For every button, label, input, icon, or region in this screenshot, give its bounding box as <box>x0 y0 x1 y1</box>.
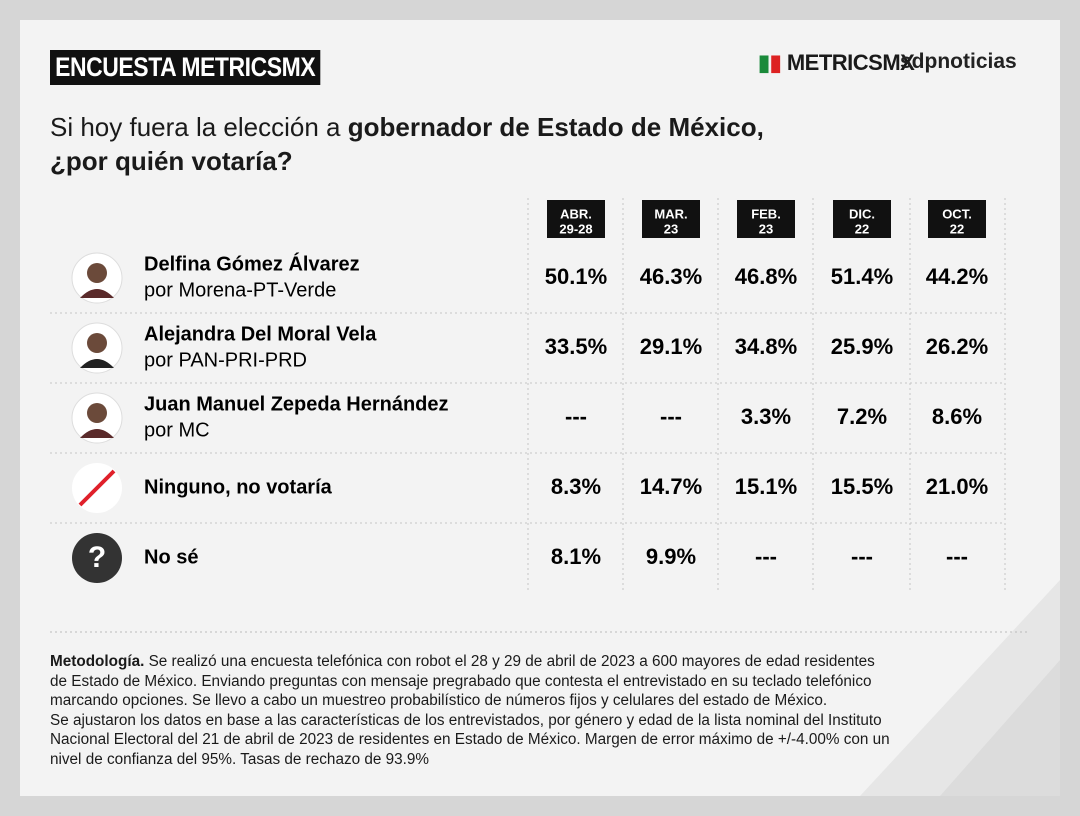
avatar-body <box>80 359 114 368</box>
avatar-head <box>87 333 107 353</box>
cell-value: 50.1% <box>545 264 607 289</box>
methodology-line: Metodología. Se realizó una encuesta tel… <box>50 652 890 672</box>
icon-slash <box>78 469 116 507</box>
cell-value: 3.3% <box>741 404 791 429</box>
candidate-party: por PAN-PRI-PRD <box>144 349 307 371</box>
methodology-text: marcando opciones. Se llevo a cabo un mu… <box>50 692 828 709</box>
column-header: 29-28 <box>559 221 592 236</box>
question: Si hoy fuera la elección a gobernador de… <box>50 110 764 178</box>
column-header: MAR. <box>654 206 687 221</box>
candidate-name: Alejandra Del Moral Vela <box>144 323 377 345</box>
avatar-head <box>87 263 107 283</box>
column-header: 23 <box>664 221 678 236</box>
cell-value: 34.8% <box>735 334 797 359</box>
methodology-text: nivel de confianza del 95%. Tasas de rec… <box>50 750 429 768</box>
candidate-name: Juan Manuel Zepeda Hernández <box>144 393 449 415</box>
methodology-line: marcando opciones. Se llevo a cabo un mu… <box>50 691 890 711</box>
cell-value: 29.1% <box>640 334 702 359</box>
column-header-box <box>928 200 986 238</box>
column-header: DIC. <box>849 206 875 221</box>
cell-value: 33.5% <box>545 334 607 359</box>
cell-value: 44.2% <box>926 264 988 289</box>
card: ENCUESTA METRICSMX ▮▮ METRICSMX sdpnotic… <box>20 20 1060 796</box>
methodology-line: de Estado de México. Enviando preguntas … <box>50 672 890 692</box>
cell-value: --- <box>755 544 777 569</box>
methodology-label: Metodología. <box>50 653 145 670</box>
methodology-text: de Estado de México. Enviando preguntas … <box>50 672 872 690</box>
methodology-line: nivel de confianza del 95%. Tasas de rec… <box>50 750 890 770</box>
icon-bg <box>72 533 122 583</box>
cell-value: --- <box>851 544 873 569</box>
question-bold: ¿por quién votaría? <box>50 146 293 176</box>
methodology: Metodología. Se realizó una encuesta tel… <box>50 652 890 769</box>
cell-value: 26.2% <box>926 334 988 359</box>
candidate-party: por MC <box>144 419 210 441</box>
candidate-party: por Morena-PT-Verde <box>144 279 336 301</box>
avatar-body <box>80 289 114 298</box>
cell-value: 46.8% <box>735 264 797 289</box>
cell-value: 51.4% <box>831 264 893 289</box>
column-header-box <box>737 200 795 238</box>
column-header-box <box>547 200 605 238</box>
column-header: ABR. <box>560 206 592 221</box>
table: ABR.29-28MAR.23FEB.23DIC.22OCT.22Delfina… <box>50 198 1060 796</box>
cell-value: 15.5% <box>831 474 893 499</box>
cell-value: 8.1% <box>551 544 601 569</box>
column-header: 22 <box>950 221 964 236</box>
question-bold: gobernador de Estado de México, <box>347 112 764 142</box>
methodology-text: Se ajustaron los datos en base a las car… <box>50 711 882 729</box>
column-header-box <box>642 200 700 238</box>
cell-value: 15.1% <box>735 474 797 499</box>
logo-text: METRICSMX <box>786 50 915 75</box>
column-header: OCT. <box>942 206 972 221</box>
cell-value: 21.0% <box>926 474 988 499</box>
column-header: 22 <box>855 221 869 236</box>
cell-value: --- <box>565 404 587 429</box>
cell-value: 14.7% <box>640 474 702 499</box>
logo-sdp: sdpnoticias <box>900 50 1017 73</box>
cell-value: 8.3% <box>551 474 601 499</box>
icon-glyph: ? <box>88 541 106 574</box>
methodology-line: Se ajustaron los datos en base a las car… <box>50 711 890 731</box>
avatar-head <box>87 403 107 423</box>
cell-value: 8.6% <box>932 404 982 429</box>
cell-value: 7.2% <box>837 404 887 429</box>
candidate-name: No sé <box>144 546 198 568</box>
cell-value: --- <box>660 404 682 429</box>
methodology-text: Nacional Electoral del 21 de abril de 20… <box>50 731 890 748</box>
candidate-name: Delfina Gómez Álvarez <box>144 252 360 275</box>
question-normal: Si hoy fuera la elección a <box>50 112 348 142</box>
badge: ENCUESTA METRICSMX <box>50 50 321 85</box>
avatar-body <box>80 429 114 438</box>
methodology-line: Nacional Electoral del 21 de abril de 20… <box>50 730 890 750</box>
column-header-box <box>833 200 891 238</box>
cell-value: 9.9% <box>646 544 696 569</box>
candidate-name: Ninguno, no votaría <box>144 476 333 498</box>
cell-value: 46.3% <box>640 264 702 289</box>
methodology-text: Se realizó una encuesta telefónica con r… <box>144 653 875 670</box>
column-header: 23 <box>759 221 773 236</box>
column-header: FEB. <box>751 206 781 221</box>
cell-value: 25.9% <box>831 334 893 359</box>
cell-value: --- <box>946 544 968 569</box>
logo-metricsmx: ▮▮ METRICSMX <box>758 50 915 75</box>
